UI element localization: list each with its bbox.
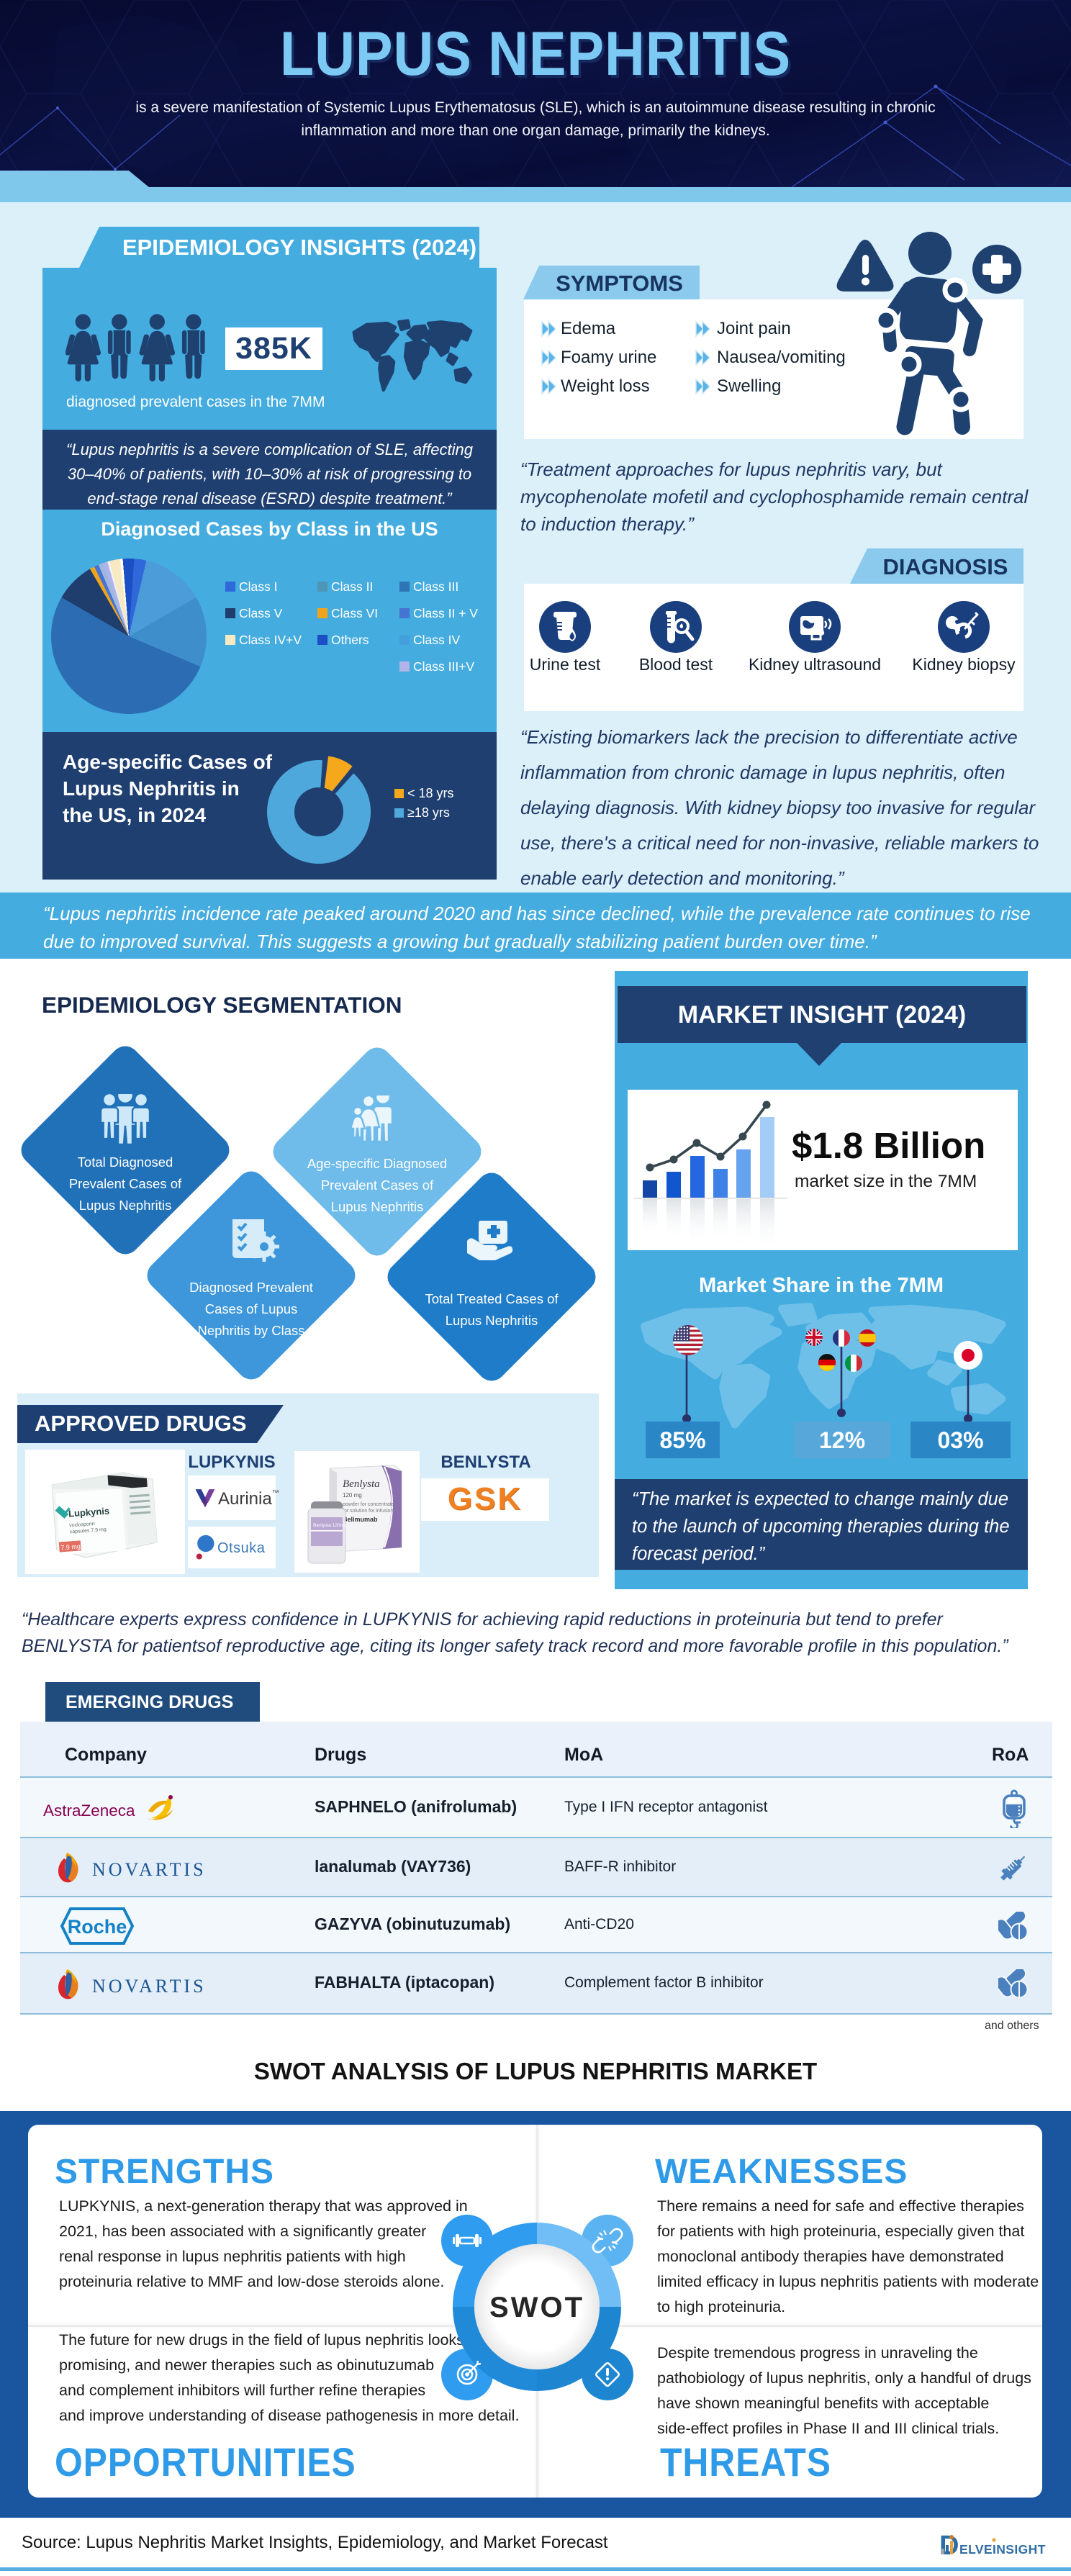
svg-text:ELVEINSIGHT: ELVEINSIGHT: [959, 2542, 1046, 2557]
svg-text:voclosporin: voclosporin: [69, 1522, 95, 1528]
svg-text:AstraZeneca: AstraZeneca: [43, 1802, 135, 1820]
svg-text:120 mg: 120 mg: [343, 1492, 362, 1499]
svg-text:NOVARTIS: NOVARTIS: [92, 1976, 207, 1997]
svg-text:Benlysta 120mg: Benlysta 120mg: [313, 1523, 347, 1528]
svg-text:capsules 7.9 mg: capsules 7.9 mg: [70, 1527, 107, 1535]
svg-text:Lupkynis: Lupkynis: [68, 1506, 110, 1519]
svg-text:powder for concentrate: powder for concentrate: [343, 1502, 394, 1507]
svg-text:NOVARTIS: NOVARTIS: [92, 1859, 207, 1880]
svg-text:Benlysta: Benlysta: [343, 1478, 380, 1490]
svg-text:7.9 mg: 7.9 mg: [60, 1542, 81, 1551]
svg-text:Belimumab: Belimumab: [343, 1516, 378, 1523]
svg-text:SWOT: SWOT: [489, 2292, 584, 2323]
svg-text:for solution for infusion: for solution for infusion: [343, 1509, 394, 1514]
svg-text:Roche: Roche: [68, 1916, 127, 1938]
